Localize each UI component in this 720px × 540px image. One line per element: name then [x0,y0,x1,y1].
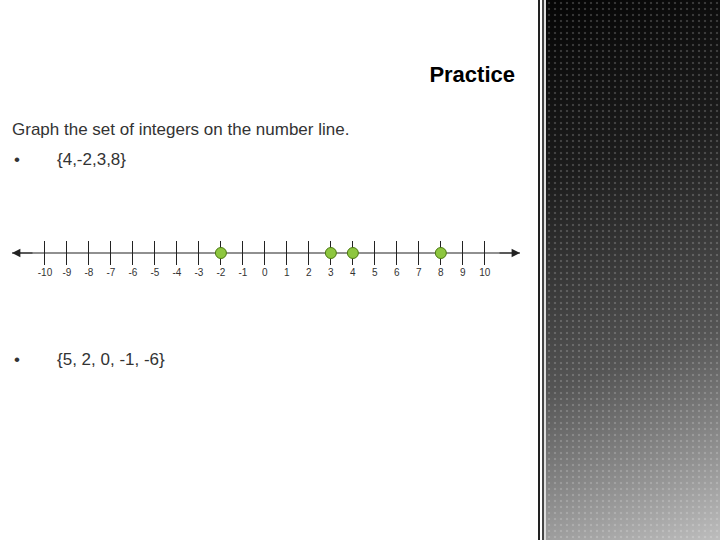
svg-text:10: 10 [479,267,491,278]
svg-text:-3: -3 [194,267,203,278]
svg-text:7: 7 [416,267,422,278]
svg-text:4: 4 [350,267,356,278]
svg-text:9: 9 [460,267,466,278]
svg-text:-5: -5 [150,267,159,278]
svg-text:-1: -1 [238,267,247,278]
svg-text:0: 0 [262,267,268,278]
svg-text:-2: -2 [216,267,225,278]
svg-text:3: 3 [328,267,334,278]
svg-text:-8: -8 [85,267,94,278]
svg-text:-6: -6 [128,267,137,278]
svg-text:8: 8 [438,267,444,278]
svg-text:5: 5 [372,267,378,278]
html-text:Practice: Practice [429,62,515,87]
svg-text:-9: -9 [63,267,72,278]
svg-text:1: 1 [284,267,290,278]
html-text:Graph the set of integers on t: Graph the set of integers on the number … [12,120,350,139]
svg-text:-4: -4 [172,267,181,278]
svg-text:-10: -10 [38,267,53,278]
html-text:{5, 2, 0, -1, -6}: {5, 2, 0, -1, -6} [57,350,165,369]
svg-text:6: 6 [394,267,400,278]
svg-text:2: 2 [306,267,312,278]
html-text:{4,-2,3,8}: {4,-2,3,8} [57,150,126,169]
svg-text:-7: -7 [107,267,116,278]
